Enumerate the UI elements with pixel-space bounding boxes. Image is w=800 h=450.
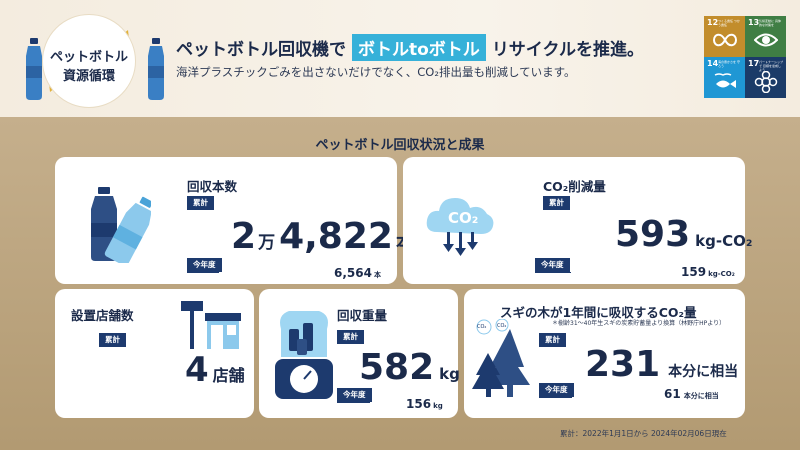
co2-title: CO₂削減量 [543, 179, 606, 194]
co2-cloud-label: CO₂ [448, 209, 479, 227]
sdg-12-icon: 12 つくる責任 つかう責任 [704, 16, 745, 57]
badge-line2: 資源循環 [62, 69, 115, 84]
cumulative-tag: 累計 [187, 196, 214, 210]
sdg-17-icon: 17 パートナーシップで 目標を達成しよう [745, 57, 786, 98]
store-icon [181, 301, 241, 349]
trees-note: ＊樹齢31〜40年生スギの炭素貯蓄量より換算（林野庁HPより） [552, 320, 726, 327]
bottles-this-year: 6,564 本 [334, 266, 381, 280]
pet-bottles-icon [91, 187, 151, 263]
weight-title: 回収重量 [337, 308, 388, 323]
cumulative-tag: 累計 [543, 196, 570, 210]
stores-card: 設置店舗数 累計 4 店舗 [55, 289, 254, 418]
headline-highlight: ボトルtoボトル [352, 34, 486, 61]
infinity-icon [713, 33, 737, 47]
sdg-13-icon: 13 気候変動に 具体的な対策を [745, 16, 786, 57]
this-year-tag: 今年度 [535, 258, 570, 272]
headline-part2: リサイクルを推進。 [491, 40, 644, 60]
cedar-trees-icon [472, 319, 530, 397]
trees-card: スギの木が1年間に吸収するCO₂量 ＊樹齢31〜40年生スギの炭素貯蓄量より換算… [464, 289, 745, 418]
weight-total: 582 kg [359, 347, 460, 388]
headline: ペットボトル回収機で ボトルtoボトル リサイクルを推進。 [176, 34, 644, 61]
bottles-total: 2万4,822本 [231, 216, 413, 257]
fish-icon [714, 73, 736, 88]
trees-this-year: 61 本分に相当 [664, 387, 719, 401]
co2-cloud-icon [426, 198, 494, 256]
sdg-14-icon: 14 海の豊かさを 守ろう [704, 57, 745, 98]
co2-bubble: CO₂ [497, 323, 507, 329]
stores-title: 設置店舗数 [71, 308, 134, 323]
cumulative-tag: 累計 [337, 330, 364, 344]
pet-bottle-icon [148, 38, 164, 100]
weight-this-year: 156 kg [406, 397, 443, 411]
header-banner: ペットボトル 資源循環 ペットボトル回収機で ボトルtoボトル リサイクルを推進… [0, 0, 800, 117]
sdgs-icons: 12 つくる責任 つかう責任 13 気候変動に 具体的な対策を 14 海の豊かさ… [704, 16, 786, 98]
stores-value: 4 店舗 [185, 350, 245, 390]
period-footnote: 累計：2022年1月1日から 2024年02月06日現在 [560, 429, 727, 438]
cumulative-tag: 累計 [539, 333, 566, 347]
trees-title: スギの木が1年間に吸収するCO₂量 [500, 305, 697, 320]
bottles-title: 回収本数 [187, 179, 238, 194]
co2-card: CO₂ CO₂削減量 累計 593 kg-CO₂ 今年度 159 kg-CO₂ [403, 157, 752, 284]
cumulative-tag: 累計 [99, 333, 126, 347]
co2-total: 593 kg-CO₂ [615, 214, 753, 255]
co2-this-year: 159 kg-CO₂ [681, 265, 735, 279]
subheadline: 海洋プラスチックごみを出さないだけでなく、CO₂排出量も削減しています。 [176, 65, 576, 79]
trees-total: 231 本分に相当 [585, 344, 739, 385]
this-year-tag: 今年度 [539, 383, 574, 397]
this-year-tag: 今年度 [337, 388, 372, 402]
badge-line1: ペットボトル [49, 50, 128, 65]
this-year-tag: 今年度 [187, 258, 222, 272]
scale-with-bottles-icon [275, 311, 333, 399]
resource-cycle-badge: ペットボトル 資源循環 [14, 12, 164, 108]
co2-bubble: CO₂ [477, 324, 487, 330]
section-title: ペットボトル回収状況と成果 [315, 138, 485, 153]
headline-part1: ペットボトル回収機で [176, 40, 346, 60]
weight-card: 回収重量 累計 582 kg 今年度 156 kg [259, 289, 460, 418]
flower-icon [754, 71, 778, 93]
eye-icon [754, 33, 778, 47]
pet-bottle-icon [26, 38, 42, 100]
